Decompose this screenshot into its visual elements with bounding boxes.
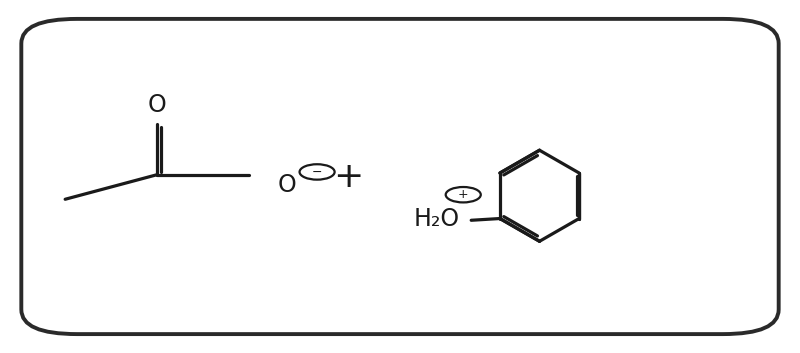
Text: O: O	[278, 173, 296, 197]
Text: −: −	[312, 166, 322, 179]
Text: O: O	[147, 93, 166, 117]
Text: +: +	[458, 188, 469, 201]
FancyBboxPatch shape	[22, 19, 778, 334]
Text: H₂O: H₂O	[413, 207, 459, 231]
Text: +: +	[333, 160, 363, 193]
